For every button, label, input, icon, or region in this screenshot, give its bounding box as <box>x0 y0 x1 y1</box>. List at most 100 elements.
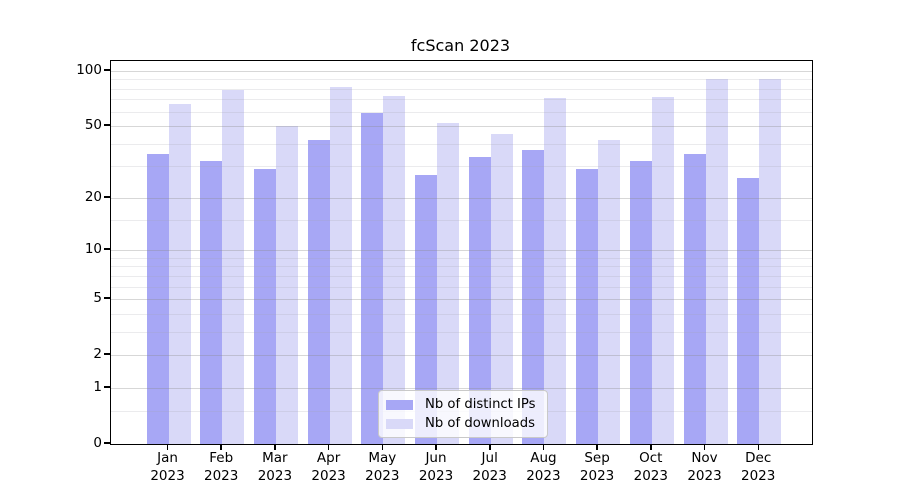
minor-gridline <box>111 219 812 221</box>
bar-downloads-apr <box>329 86 352 444</box>
x-tick-mark <box>166 444 169 450</box>
x-tick-mark <box>596 444 598 450</box>
y-tick-mark <box>104 196 110 198</box>
x-tick-label: Oct 2023 <box>619 450 683 485</box>
x-tick-month: Jul <box>481 450 498 466</box>
x-tick-label: Dec 2023 <box>726 450 790 485</box>
bar-downloads-dec <box>759 79 782 444</box>
x-tick-label: Jan 2023 <box>136 450 200 485</box>
y-tick-mark <box>104 353 110 355</box>
x-tick-year: 2023 <box>257 467 293 484</box>
legend-item-distinct-ips: Nb of distinct IPs <box>386 397 536 412</box>
y-tick-label: 50 <box>84 117 102 134</box>
minor-gridline <box>111 266 812 268</box>
x-tick-month: Aug <box>530 450 557 466</box>
legend-swatch-distinct-ips <box>386 399 413 410</box>
bar-downloads-aug <box>544 98 567 444</box>
x-tick-mark <box>489 444 491 450</box>
bar-distinct-ips-apr <box>307 139 330 444</box>
bar-downloads-feb <box>222 89 245 444</box>
x-tick-mark <box>274 444 276 450</box>
x-tick-month: Dec <box>745 450 772 466</box>
x-tick-mark <box>542 444 545 450</box>
x-tick-month: May <box>368 450 397 466</box>
bar-downloads-jun <box>437 122 459 444</box>
x-tick-year: 2023 <box>579 467 615 484</box>
minor-gridline <box>111 88 812 90</box>
minor-gridline <box>111 111 812 113</box>
major-gridline <box>111 70 812 72</box>
x-tick-mark <box>327 444 330 450</box>
legend-label-distinct-ips: Nb of distinct IPs <box>425 397 536 412</box>
x-tick-mark <box>381 444 384 450</box>
x-tick-label: Aug 2023 <box>511 450 575 485</box>
x-tick-year: 2023 <box>472 467 507 484</box>
minor-gridline <box>111 257 812 259</box>
x-tick-mark <box>703 444 706 450</box>
x-tick-year: 2023 <box>687 467 722 484</box>
major-gridline <box>111 197 812 199</box>
x-tick-month: Jan <box>157 450 178 466</box>
minor-gridline <box>111 331 812 333</box>
major-gridline <box>111 126 812 128</box>
major-gridline <box>111 387 812 389</box>
legend-swatch-downloads <box>386 418 413 429</box>
legend: Nb of distinct IPs Nb of downloads <box>378 390 548 438</box>
bar-downloads-oct <box>651 97 674 444</box>
minor-gridline <box>111 286 812 288</box>
bar-downloads-nov <box>705 79 728 444</box>
major-gridline <box>111 299 812 301</box>
bar-distinct-ips-aug <box>522 149 545 444</box>
x-tick-year: 2023 <box>150 467 185 484</box>
x-tick-year: 2023 <box>526 467 561 484</box>
x-tick-label: Jul 2023 <box>458 450 522 485</box>
minor-gridline <box>111 313 812 315</box>
legend-label-downloads: Nb of downloads <box>425 416 535 431</box>
y-tick-label: 100 <box>76 61 102 78</box>
bar-downloads-may <box>383 95 406 444</box>
y-tick-label: 10 <box>84 241 102 258</box>
x-tick-label: Sep 2023 <box>565 450 629 485</box>
x-tick-month: Mar <box>262 450 288 466</box>
x-tick-year: 2023 <box>418 467 454 484</box>
x-tick-month: Feb <box>209 450 234 466</box>
y-tick-label: 1 <box>93 378 102 395</box>
bar-distinct-ips-nov <box>683 154 706 444</box>
x-tick-year: 2023 <box>741 467 776 484</box>
bar-distinct-ips-jul <box>468 156 491 444</box>
bar-distinct-ips-mar <box>253 169 276 444</box>
bar-downloads-jan <box>168 104 191 444</box>
x-tick-label: Feb 2023 <box>189 450 253 485</box>
minor-gridline <box>111 79 812 81</box>
bar-distinct-ips-oct <box>629 161 652 444</box>
x-tick-mark <box>757 444 759 450</box>
x-tick-year: 2023 <box>204 467 239 484</box>
bar-distinct-ips-sep <box>576 169 599 444</box>
chart-title: fcScan 2023 <box>410 36 511 55</box>
x-tick-month: Nov <box>691 450 718 466</box>
bar-downloads-mar <box>275 126 298 444</box>
plot-canvas <box>111 61 812 444</box>
legend-item-downloads: Nb of downloads <box>386 416 536 431</box>
bar-downloads-jul <box>490 134 513 444</box>
y-tick-mark <box>104 386 110 388</box>
bar-downloads-sep <box>598 139 621 444</box>
y-tick-label: 0 <box>93 435 102 451</box>
bar-distinct-ips-feb <box>200 161 223 444</box>
y-tick-mark <box>104 248 110 250</box>
x-tick-label: Jun 2023 <box>404 450 468 485</box>
x-tick-year: 2023 <box>633 467 668 484</box>
minor-gridline <box>111 275 812 277</box>
y-tick-mark <box>104 442 110 444</box>
x-tick-mark <box>220 444 222 450</box>
x-tick-mark <box>435 444 437 450</box>
x-tick-month: Apr <box>316 450 341 466</box>
plot-area <box>110 60 813 445</box>
major-gridline <box>111 250 812 252</box>
x-tick-month: Jun <box>425 450 447 466</box>
minor-gridline <box>111 143 812 145</box>
x-tick-label: Nov 2023 <box>673 450 737 485</box>
x-tick-month: Oct <box>639 450 663 466</box>
x-tick-month: Sep <box>584 450 610 466</box>
